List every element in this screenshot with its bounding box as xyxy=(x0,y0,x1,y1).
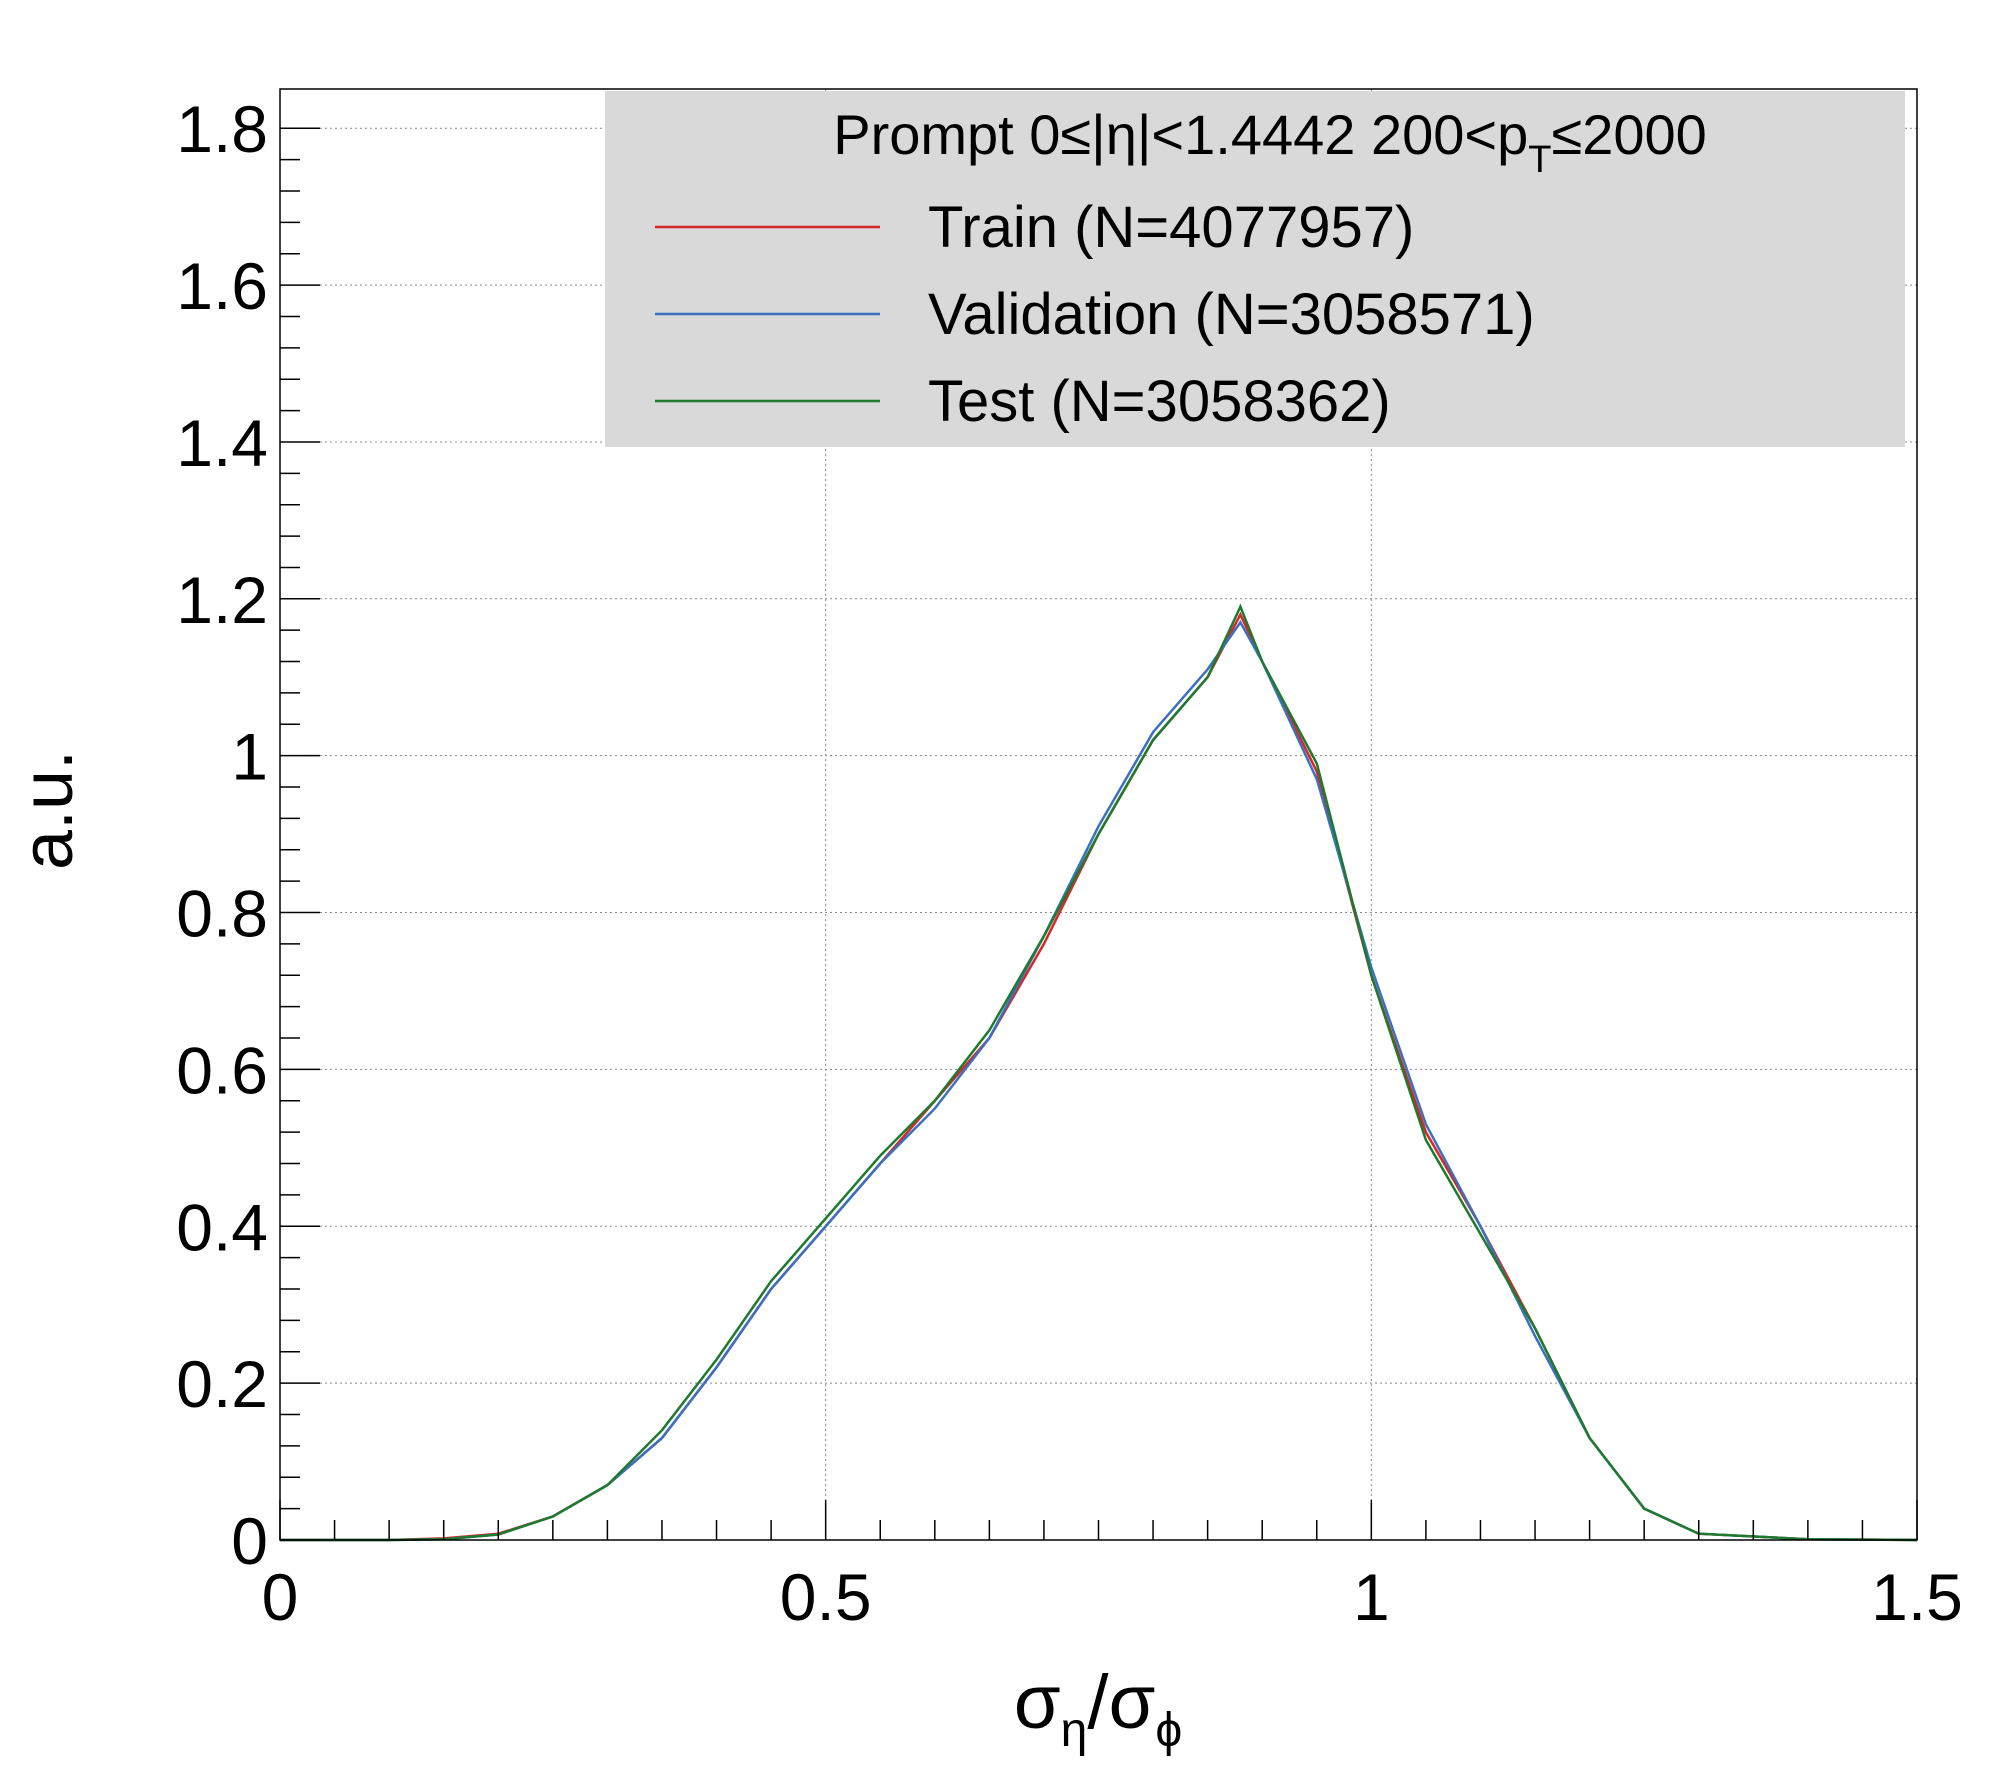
y-tick-label: 1.6 xyxy=(176,249,268,323)
x-tick-label: 1.5 xyxy=(1871,1560,1963,1634)
legend-label: Train (N=4077957) xyxy=(928,195,1414,260)
y-tick-label: 0 xyxy=(231,1504,268,1578)
x-label-sub-1: η xyxy=(1061,1704,1088,1757)
y-tick-label: 0.4 xyxy=(176,1190,268,1264)
y-tick-label: 1.2 xyxy=(176,563,268,637)
legend-entry: Train (N=4077957) xyxy=(655,195,1414,260)
legend-label: Validation (N=3058571) xyxy=(928,282,1535,347)
x-tick-label: 0.5 xyxy=(780,1560,872,1634)
tick-labels: 0 0.5 1 1.5 0 0.2 0.4 0.6 0.8 1 1.2 1.4 1.6 1.8 xyxy=(176,92,1963,1634)
legend-entry: Test (N=3058362) xyxy=(655,369,1391,434)
legend-box xyxy=(605,91,1905,447)
legend: Prompt 0≤|η|<1.4442 200<pT≤2000 Train (N… xyxy=(605,91,1905,447)
legend-header: Prompt 0≤|η|<1.4442 200<pT≤2000 xyxy=(833,103,1707,181)
y-tick-label: 1.8 xyxy=(176,92,268,166)
x-tick-label: 1 xyxy=(1353,1560,1390,1634)
legend-header-prefix: Prompt 0≤|η|<1.4442 200<p xyxy=(833,103,1528,166)
x-axis-label: ση/σϕ xyxy=(1014,1660,1183,1757)
x-label-sub-2: ϕ xyxy=(1155,1704,1182,1757)
y-tick-label: 0.6 xyxy=(176,1033,268,1107)
y-tick-label: 0.2 xyxy=(176,1347,268,1421)
legend-entry: Validation (N=3058571) xyxy=(655,282,1535,347)
y-axis-label: a.u. xyxy=(8,750,88,870)
x-label-sigma-1: σ xyxy=(1014,1660,1061,1745)
x-tick-label: 0 xyxy=(262,1560,299,1634)
series-group xyxy=(280,603,1918,1542)
legend-label: Test (N=3058362) xyxy=(928,369,1391,434)
plot-frame xyxy=(279,88,1918,1541)
legend-entries: Train (N=4077957) Validation (N=3058571) T… xyxy=(655,195,1535,434)
legend-header-suffix: ≤2000 xyxy=(1551,103,1706,166)
y-tick-label: 0.8 xyxy=(176,877,268,951)
legend-header-subscript: T xyxy=(1528,139,1551,181)
x-label-slash: /σ xyxy=(1087,1660,1155,1745)
y-tick-label: 1 xyxy=(231,720,268,794)
y-tick-label: 1.4 xyxy=(176,406,268,480)
